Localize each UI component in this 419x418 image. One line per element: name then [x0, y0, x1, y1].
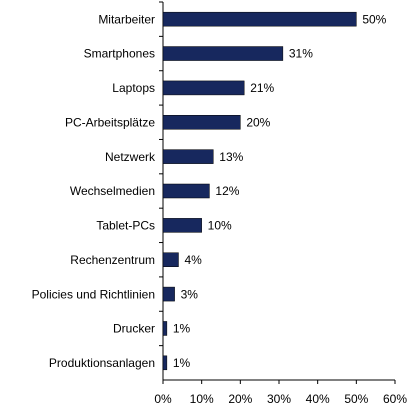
y-tick-label: Drucker: [113, 322, 155, 336]
x-tick-label: 50%: [344, 392, 368, 406]
value-label: 1%: [173, 322, 191, 336]
y-tick-label: Policies und Richtlinien: [32, 287, 155, 301]
x-tick-label: 40%: [306, 392, 330, 406]
x-tick-label: 30%: [267, 392, 291, 406]
value-label: 13%: [219, 150, 243, 164]
x-tick-label: 10%: [190, 392, 214, 406]
y-tick-label: Laptops: [112, 81, 155, 95]
value-label: 3%: [181, 287, 199, 301]
y-tick-label: Smartphones: [84, 47, 155, 61]
value-label: 21%: [250, 81, 274, 95]
bar: [162, 321, 168, 336]
value-label: 50%: [362, 12, 386, 26]
y-tick-label: Rechenzentrum: [70, 253, 155, 267]
value-label: 20%: [246, 115, 270, 129]
y-tick-label: Tablet-PCs: [96, 219, 155, 233]
y-tick-label: Wechselmedien: [70, 184, 155, 198]
bar: [162, 252, 179, 267]
value-label: 12%: [215, 184, 239, 198]
x-tick-label: 60%: [383, 392, 407, 406]
value-label: 4%: [184, 253, 202, 267]
value-label: 1%: [173, 356, 191, 370]
bar: [162, 286, 175, 302]
bar: [162, 11, 357, 27]
bar: [162, 46, 284, 61]
y-tick-label: Netzwerk: [105, 150, 156, 164]
bar: [162, 355, 168, 371]
bar: [162, 183, 210, 199]
x-tick-label: 0%: [154, 392, 172, 406]
y-tick-label: Mitarbeiter: [98, 12, 155, 26]
bar: [162, 115, 241, 130]
bar: [162, 80, 245, 96]
y-tick-label: PC-Arbeitsplätze: [65, 115, 155, 129]
x-tick-label: 20%: [228, 392, 252, 406]
y-tick-label: Produktionsanlagen: [49, 356, 155, 370]
bar: [162, 149, 214, 164]
bar: [162, 218, 202, 233]
value-label: 10%: [208, 219, 232, 233]
value-label: 31%: [289, 47, 313, 61]
